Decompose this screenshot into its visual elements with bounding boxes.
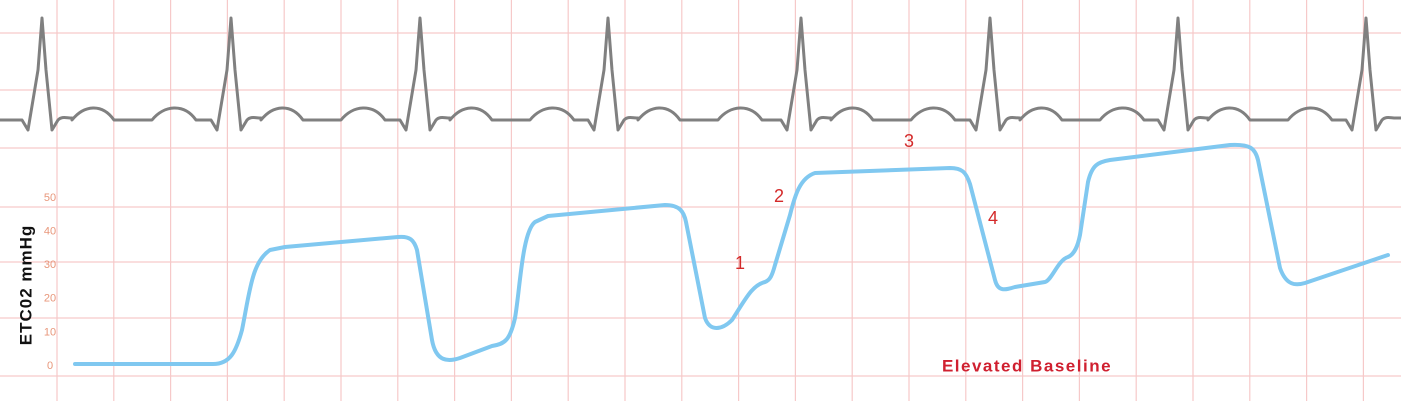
annotation-note: Elevated Baseline bbox=[942, 356, 1112, 375]
capnogram-trace bbox=[73, 142, 1390, 366]
y-axis-label: ETC02 mmHg bbox=[16, 225, 35, 346]
y-tick-label: 10 bbox=[44, 326, 56, 338]
y-tick-label: 50 bbox=[44, 192, 56, 204]
phase-label: 3 bbox=[904, 131, 914, 151]
phase-label: 2 bbox=[774, 186, 784, 206]
phase-label: 4 bbox=[988, 208, 998, 228]
y-tick-label: 30 bbox=[44, 259, 56, 271]
phase-label: 1 bbox=[735, 253, 745, 273]
y-tick-label: 40 bbox=[44, 226, 56, 238]
y-tick-label: 20 bbox=[44, 293, 56, 305]
y-ticks: 0 10 20 30 40 50 bbox=[44, 192, 56, 372]
y-tick-label: 0 bbox=[47, 360, 53, 372]
ecg-trace bbox=[0, 16, 1401, 132]
